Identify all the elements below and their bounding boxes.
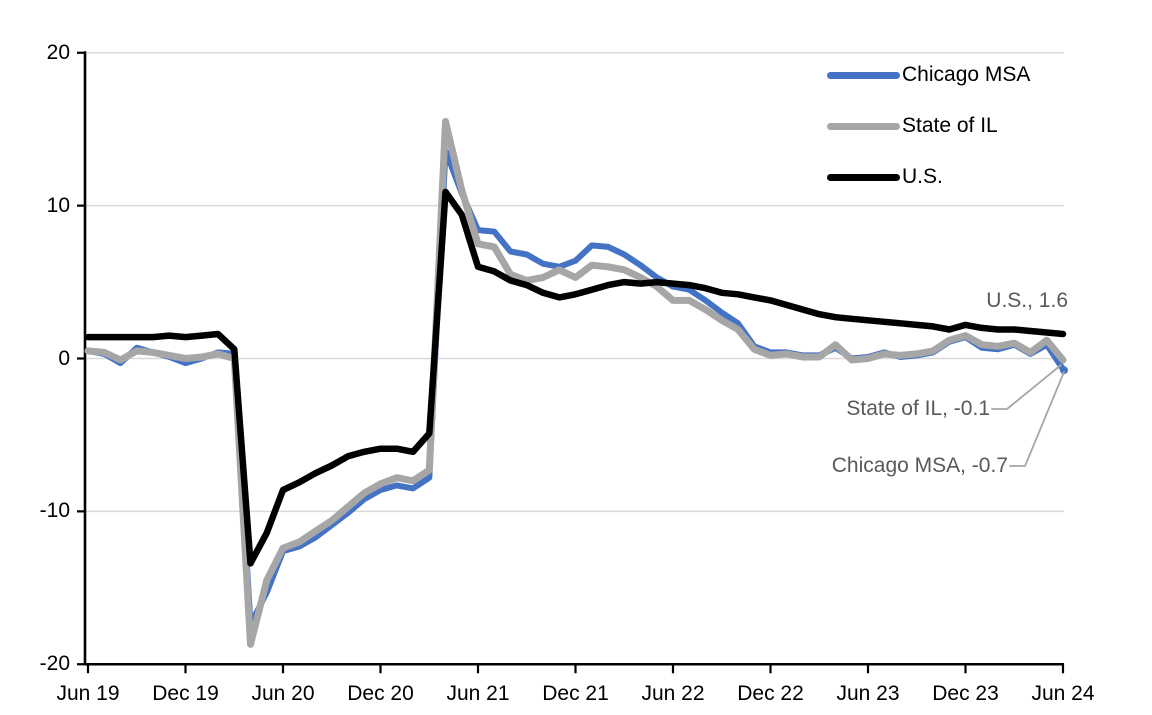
legend-label-chicago-msa: Chicago MSA bbox=[902, 63, 1031, 86]
x-axis-label-jun-20: Jun 20 bbox=[251, 682, 315, 705]
x-axis-label-dec-21: Dec 21 bbox=[542, 682, 609, 705]
legend-label-state-of-il: State of IL bbox=[902, 114, 998, 137]
x-axis-label-dec-23: Dec 23 bbox=[932, 682, 999, 705]
y-axis-label-neg20: -20 bbox=[39, 652, 70, 676]
y-axis-label-10: 10 bbox=[46, 193, 70, 217]
legend-swatch-state-of-il bbox=[827, 122, 900, 130]
annotation-us: U.S., 1.6 bbox=[986, 289, 1068, 312]
y-axis-label-20: 20 bbox=[46, 40, 70, 64]
x-axis-label-dec-20: Dec 20 bbox=[347, 682, 414, 705]
x-axis-label-jun-19: Jun 19 bbox=[56, 682, 120, 705]
legend-swatch-us bbox=[827, 173, 900, 181]
legend-item-state-of-il: State of IL bbox=[827, 113, 998, 139]
x-axis-label-dec-19: Dec 19 bbox=[152, 682, 219, 705]
x-axis-label-jun-23: Jun 23 bbox=[836, 682, 900, 705]
y-axis-label-neg10: -10 bbox=[39, 499, 70, 523]
x-axis-label-jun-22: Jun 22 bbox=[641, 682, 705, 705]
y-axis-label-0: 0 bbox=[58, 346, 70, 370]
x-axis-label-jun-21: Jun 21 bbox=[446, 682, 510, 705]
legend-swatch-chicago-msa bbox=[827, 71, 900, 79]
x-axis-label-dec-22: Dec 22 bbox=[737, 682, 804, 705]
legend-item-us: U.S. bbox=[827, 164, 943, 190]
legend-label-us: U.S. bbox=[902, 165, 943, 188]
x-axis-label-jun-24: Jun 24 bbox=[1031, 682, 1095, 705]
legend-item-chicago-msa: Chicago MSA bbox=[827, 62, 1030, 88]
annotation-chicago-msa: Chicago MSA, -0.7 bbox=[831, 454, 1008, 477]
annotation-state-of-il: State of IL, -0.1 bbox=[846, 397, 990, 420]
